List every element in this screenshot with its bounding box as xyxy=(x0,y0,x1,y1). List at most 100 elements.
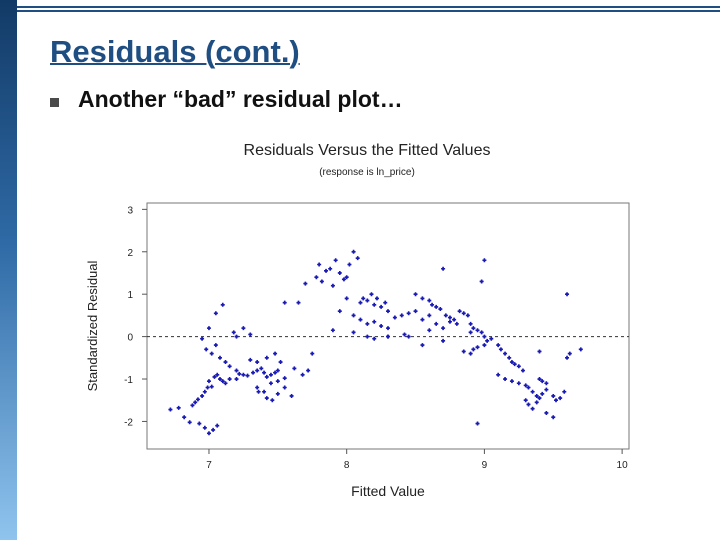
data-point xyxy=(333,258,338,263)
data-point xyxy=(461,311,466,316)
data-point xyxy=(351,330,356,335)
data-point xyxy=(234,334,239,339)
data-point xyxy=(361,296,366,301)
data-point xyxy=(303,281,308,286)
data-point xyxy=(200,393,205,398)
chart-title: Residuals Versus the Fitted Values xyxy=(244,142,491,159)
data-point xyxy=(264,396,269,401)
data-point xyxy=(479,279,484,284)
data-point xyxy=(498,347,503,352)
data-point xyxy=(358,317,363,322)
data-point xyxy=(372,319,377,324)
data-point xyxy=(540,391,545,396)
data-point xyxy=(204,347,209,352)
data-point xyxy=(482,343,487,348)
data-point xyxy=(485,338,490,343)
data-point xyxy=(507,355,512,360)
data-point xyxy=(209,384,214,389)
data-point xyxy=(496,372,501,377)
residual-scatter-chart: Residuals Versus the Fitted Values (resp… xyxy=(85,142,630,499)
data-point xyxy=(262,389,267,394)
data-point xyxy=(289,393,294,398)
data-point xyxy=(509,360,514,365)
data-point xyxy=(554,398,559,403)
data-point xyxy=(365,298,370,303)
data-point xyxy=(372,302,377,307)
data-point xyxy=(512,362,517,367)
data-point xyxy=(526,402,531,407)
y-axis: -2 -1 0 1 2 3 xyxy=(124,205,147,428)
data-point xyxy=(237,371,242,376)
data-point xyxy=(489,336,494,341)
data-point xyxy=(386,326,390,331)
data-point xyxy=(358,300,363,305)
data-point xyxy=(420,343,425,348)
data-point xyxy=(211,427,216,432)
data-point xyxy=(482,334,487,339)
data-point xyxy=(434,304,439,309)
data-point xyxy=(282,300,287,305)
data-point xyxy=(441,326,446,331)
data-point xyxy=(217,355,222,360)
data-point xyxy=(197,421,202,426)
data-point xyxy=(443,313,448,318)
data-point xyxy=(212,374,217,379)
data-point xyxy=(438,307,443,312)
data-point xyxy=(413,309,418,314)
data-point xyxy=(220,379,225,384)
data-point xyxy=(251,370,256,375)
data-point xyxy=(256,389,261,394)
data-point xyxy=(365,334,370,339)
data-point xyxy=(544,387,549,392)
data-point xyxy=(503,377,508,382)
data-point xyxy=(324,268,329,273)
data-point xyxy=(220,302,225,307)
data-point xyxy=(273,370,278,375)
data-point xyxy=(523,398,528,403)
data-point xyxy=(420,317,425,322)
data-point xyxy=(427,298,432,303)
data-point xyxy=(468,330,473,335)
data-point xyxy=(413,292,418,297)
data-point xyxy=(441,266,446,271)
data-point xyxy=(337,309,342,314)
data-point xyxy=(540,379,545,384)
data-point xyxy=(520,368,525,373)
data-point xyxy=(255,385,260,390)
data-point xyxy=(270,398,275,403)
data-point xyxy=(516,364,521,369)
slide-title: Residuals (cont.) xyxy=(50,34,300,69)
data-point xyxy=(213,311,218,316)
data-point xyxy=(427,313,432,318)
x-tick-label: 8 xyxy=(344,460,350,471)
data-point xyxy=(461,349,466,354)
data-point xyxy=(330,283,335,288)
data-point xyxy=(292,366,297,371)
data-point xyxy=(399,313,404,318)
y-tick-label: -1 xyxy=(124,375,133,386)
data-point xyxy=(447,319,452,324)
data-point xyxy=(205,385,210,390)
data-point xyxy=(434,321,439,326)
plot-frame xyxy=(146,202,630,450)
data-point xyxy=(457,309,462,314)
data-point xyxy=(217,377,222,382)
data-point xyxy=(245,373,250,378)
data-point xyxy=(215,423,220,428)
data-point xyxy=(215,372,220,377)
data-point xyxy=(386,334,390,339)
data-point xyxy=(275,391,280,396)
data-point xyxy=(471,347,476,352)
data-point xyxy=(227,377,232,382)
data-point xyxy=(475,345,480,350)
data-point xyxy=(248,357,253,362)
data-point xyxy=(374,296,379,301)
data-point xyxy=(282,385,287,390)
x-tick-label: 9 xyxy=(482,460,488,471)
x-tick-label: 10 xyxy=(617,460,629,471)
data-point xyxy=(402,332,407,337)
data-point xyxy=(430,302,435,307)
data-point xyxy=(468,351,473,356)
data-point xyxy=(248,332,253,337)
y-axis-label: Standardized Residual xyxy=(85,260,100,391)
